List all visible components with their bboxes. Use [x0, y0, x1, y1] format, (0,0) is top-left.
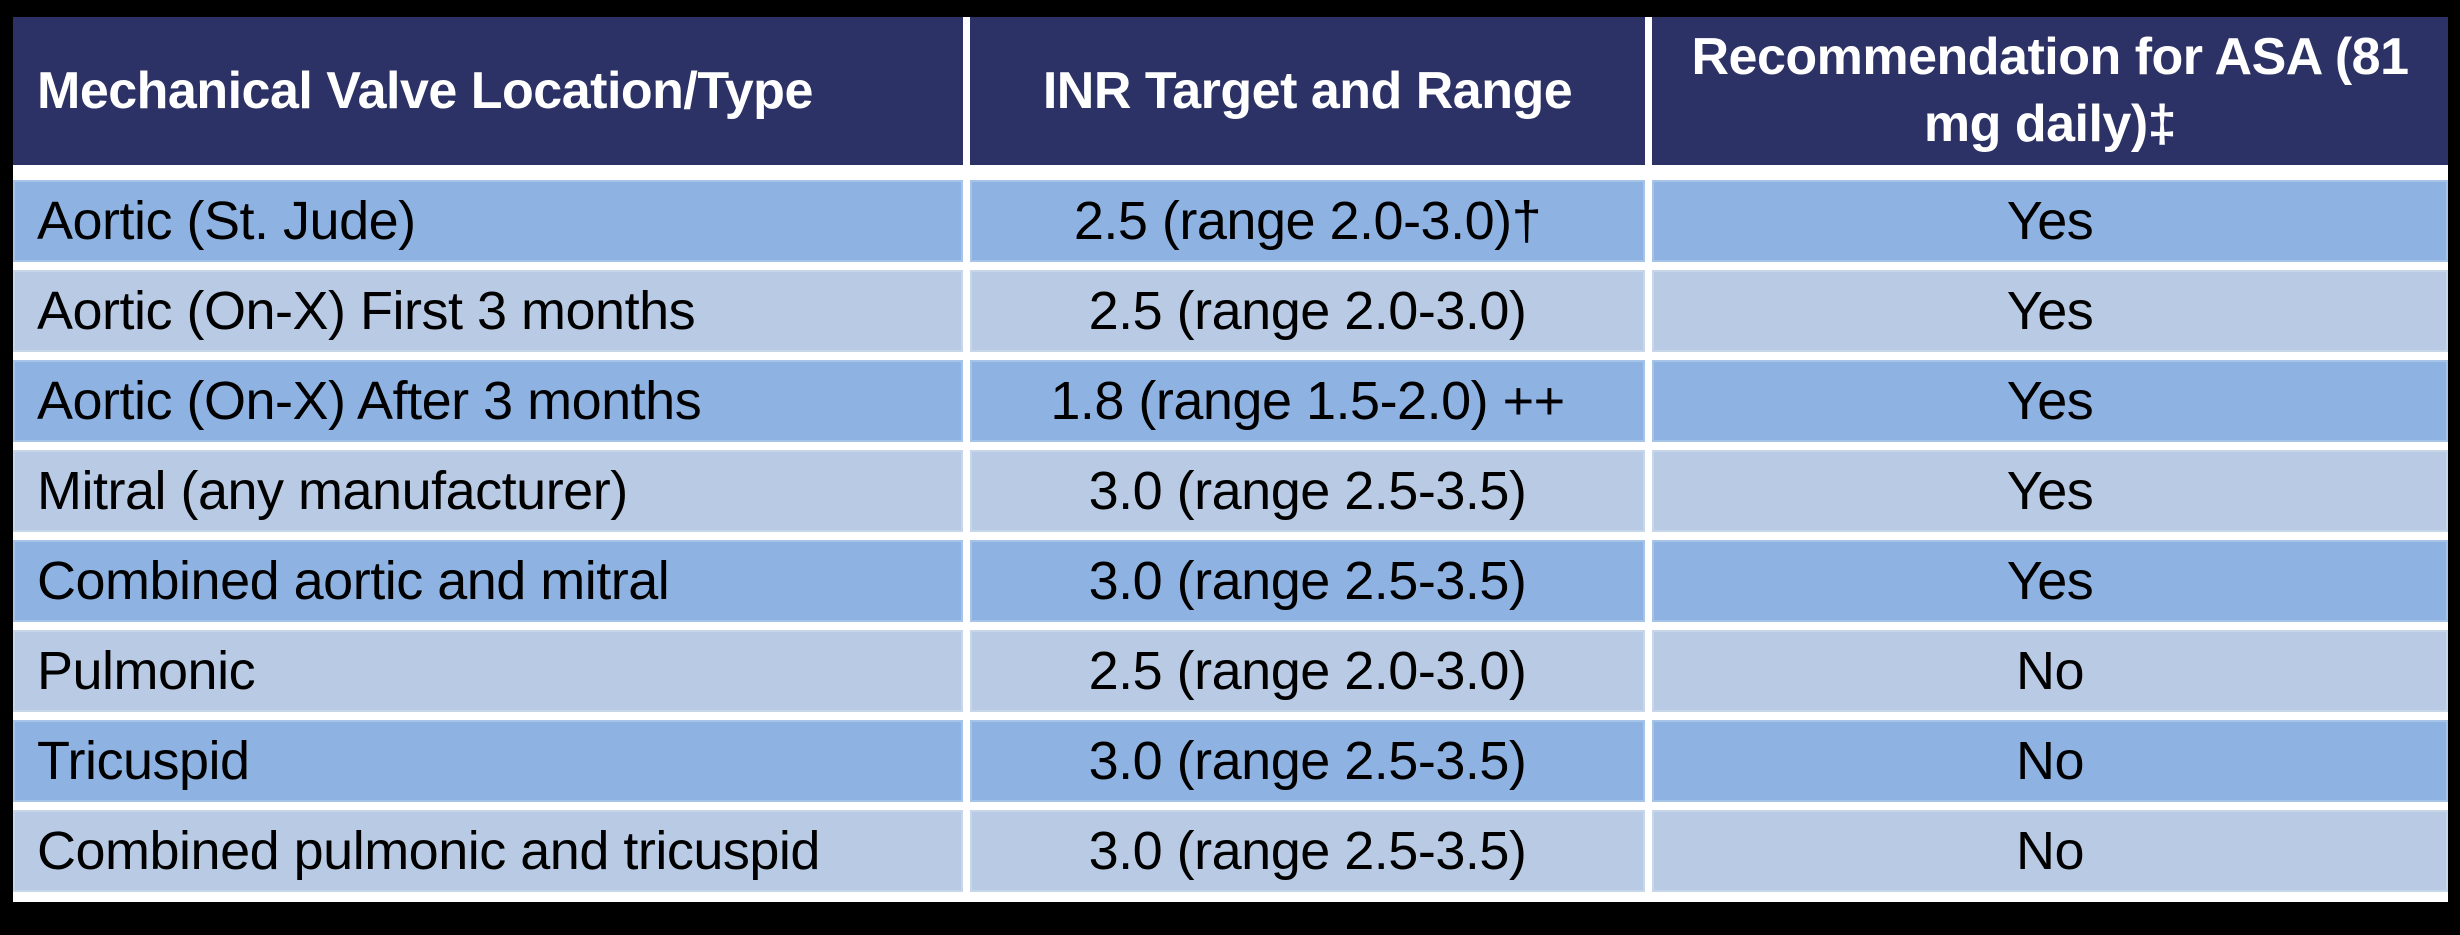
- cell-valve-location: Aortic (St. Jude): [13, 180, 963, 262]
- table-row: Aortic (On-X) After 3 months 1.8 (range …: [13, 360, 2448, 442]
- table-body: Aortic (St. Jude) 2.5 (range 2.0-3.0)† Y…: [13, 180, 2448, 892]
- table-row: Pulmonic 2.5 (range 2.0-3.0) No: [13, 630, 2448, 712]
- cell-valve-location: Mitral (any manufacturer): [13, 450, 963, 532]
- cell-valve-location: Aortic (On-X) First 3 months: [13, 270, 963, 352]
- cell-asa-recommendation: No: [1652, 630, 2448, 712]
- valve-anticoagulation-table: Mechanical Valve Location/Type INR Targe…: [13, 17, 2448, 902]
- cell-inr-target: 2.5 (range 2.0-3.0)†: [970, 180, 1645, 262]
- cell-valve-location: Combined pulmonic and tricuspid: [13, 810, 963, 892]
- header-cell-inr-target: INR Target and Range: [970, 17, 1645, 165]
- cell-inr-target: 2.5 (range 2.0-3.0): [970, 630, 1645, 712]
- cell-inr-target: 2.5 (range 2.0-3.0): [970, 270, 1645, 352]
- table-row: Combined aortic and mitral 3.0 (range 2.…: [13, 540, 2448, 622]
- table-row: Combined pulmonic and tricuspid 3.0 (ran…: [13, 810, 2448, 892]
- cell-inr-target: 3.0 (range 2.5-3.5): [970, 720, 1645, 802]
- header-cell-valve-location: Mechanical Valve Location/Type: [13, 17, 963, 165]
- cell-asa-recommendation: No: [1652, 810, 2448, 892]
- cell-valve-location: Aortic (On-X) After 3 months: [13, 360, 963, 442]
- cell-inr-target: 1.8 (range 1.5-2.0) ++: [970, 360, 1645, 442]
- cell-asa-recommendation: Yes: [1652, 180, 2448, 262]
- table-row: Aortic (On-X) First 3 months 2.5 (range …: [13, 270, 2448, 352]
- cell-valve-location: Combined aortic and mitral: [13, 540, 963, 622]
- cell-asa-recommendation: No: [1652, 720, 2448, 802]
- cell-valve-location: Tricuspid: [13, 720, 963, 802]
- table-header-row: Mechanical Valve Location/Type INR Targe…: [13, 17, 2448, 165]
- cell-valve-location: Pulmonic: [13, 630, 963, 712]
- header-cell-asa-recommendation: Recommendation for ASA (81 mg daily)‡: [1652, 17, 2448, 165]
- cell-asa-recommendation: Yes: [1652, 360, 2448, 442]
- cell-inr-target: 3.0 (range 2.5-3.5): [970, 540, 1645, 622]
- table-row: Mitral (any manufacturer) 3.0 (range 2.5…: [13, 450, 2448, 532]
- cell-asa-recommendation: Yes: [1652, 450, 2448, 532]
- table-row: Tricuspid 3.0 (range 2.5-3.5) No: [13, 720, 2448, 802]
- cell-asa-recommendation: Yes: [1652, 540, 2448, 622]
- cell-inr-target: 3.0 (range 2.5-3.5): [970, 450, 1645, 532]
- table-row: Aortic (St. Jude) 2.5 (range 2.0-3.0)† Y…: [13, 180, 2448, 262]
- cell-inr-target: 3.0 (range 2.5-3.5): [970, 810, 1645, 892]
- cell-asa-recommendation: Yes: [1652, 270, 2448, 352]
